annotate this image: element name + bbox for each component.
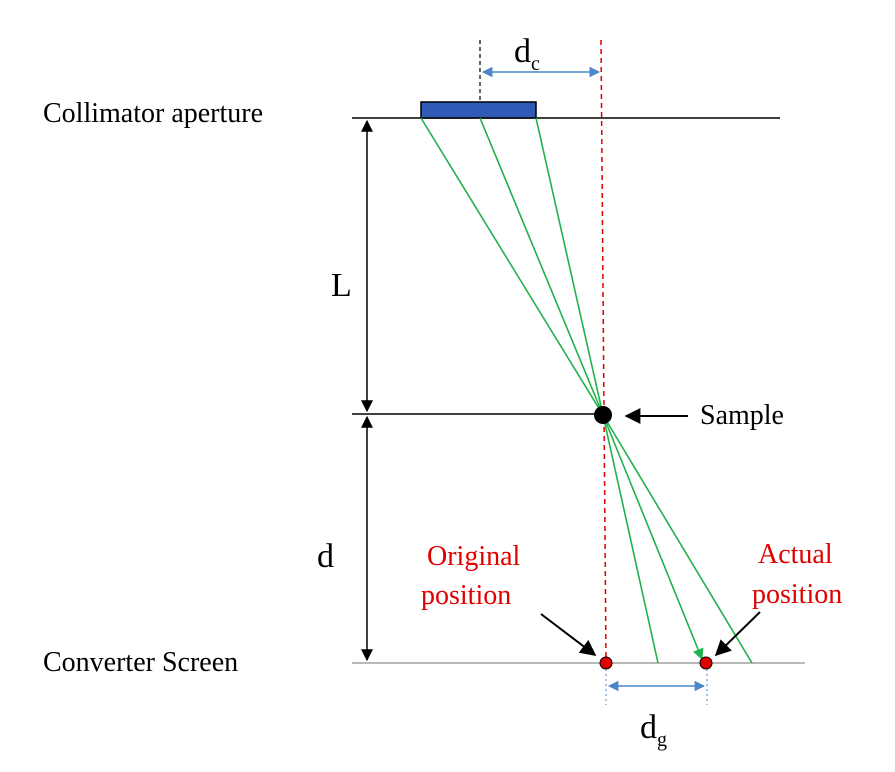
actual-position-label-line2: position: [752, 579, 842, 610]
dc-label: dc: [514, 33, 540, 75]
original-position-point: [599, 656, 613, 670]
actual-position-label-line1: Actual: [758, 539, 833, 570]
original-position-label-line2: position: [421, 580, 511, 611]
ray-left-incoming: [420, 117, 604, 416]
actual-position-arrow: [714, 611, 761, 657]
optical-axis: [600, 39, 607, 661]
collimator-aperture-label: Collimator aperture: [43, 98, 263, 129]
L-label: L: [331, 267, 352, 304]
sample-label: Sample: [700, 400, 784, 431]
aperture-block: [420, 101, 537, 119]
actual-position-point: [699, 656, 713, 670]
ray-right-incoming: [535, 117, 604, 416]
original-position-arrow: [540, 613, 597, 656]
ray-center-outgoing: [602, 414, 704, 661]
original-position-label-line1: Original: [427, 541, 521, 572]
dg-label: dg: [640, 709, 667, 751]
sample-point: [594, 406, 612, 424]
ray-far-outgoing: [602, 414, 753, 664]
ray-near-outgoing: [602, 414, 659, 664]
converter-screen-label: Converter Screen: [43, 647, 238, 678]
ray-center-incoming: [479, 117, 604, 416]
d-label: d: [317, 538, 334, 575]
